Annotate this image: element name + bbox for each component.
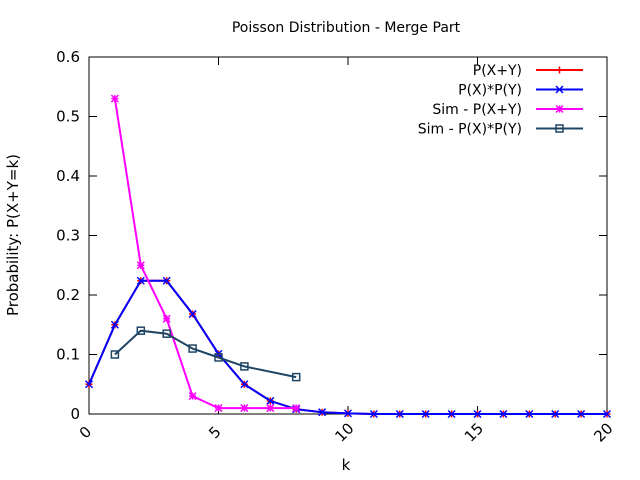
data-point	[84, 380, 94, 389]
y-tick-label: 0	[70, 405, 80, 423]
data-point	[110, 350, 120, 359]
legend-marker	[555, 104, 564, 114]
data-point	[291, 372, 301, 382]
y-tick-label: 0.4	[56, 167, 80, 185]
data-point	[369, 409, 378, 419]
legend: P(X+Y) P(X)*P(Y) Sim - P(X+Y) Sim - P(X)*P(…	[418, 63, 583, 138]
chart-title: Poisson Distribution - Merge Part	[232, 20, 461, 36]
y-tick-label: 0.1	[56, 346, 80, 364]
series-layer	[84, 94, 612, 419]
legend-label: P(X+Y)	[473, 63, 522, 79]
y-tick-label: 0.3	[56, 227, 80, 245]
series-3	[110, 326, 301, 382]
x-axis-label: k	[342, 456, 351, 474]
data-point	[136, 326, 146, 335]
data-point	[551, 409, 560, 419]
series-line	[113, 98, 297, 410]
data-point	[343, 409, 353, 418]
data-point	[162, 314, 171, 323]
data-point	[240, 362, 249, 371]
data-point	[188, 392, 197, 401]
data-point	[110, 320, 119, 329]
data-point	[136, 276, 145, 285]
legend-label: P(X)*P(Y)	[458, 83, 522, 99]
data-point	[266, 396, 275, 405]
data-point	[447, 409, 456, 419]
series-line	[114, 329, 297, 379]
y-tick-label: 0.5	[56, 108, 80, 126]
data-point	[525, 409, 534, 419]
series-2	[110, 94, 301, 413]
data-point	[240, 404, 249, 413]
data-point	[110, 94, 119, 103]
data-point	[136, 261, 145, 270]
data-point	[421, 409, 430, 419]
data-point	[266, 404, 275, 413]
data-point	[188, 344, 197, 353]
legend-marker	[555, 85, 564, 94]
data-point	[318, 408, 327, 417]
y-axis-label: Probability: P(X+Y=k)	[4, 154, 22, 316]
data-point	[577, 409, 586, 419]
data-point	[602, 409, 612, 419]
data-point	[214, 404, 223, 413]
legend-label: Sim - P(X+Y)	[432, 102, 522, 118]
data-point	[240, 380, 249, 389]
y-tick-label: 0.2	[56, 286, 80, 304]
data-point	[395, 409, 404, 419]
data-point	[188, 310, 197, 319]
legend-marker	[556, 66, 563, 74]
data-point	[162, 329, 171, 338]
data-point	[473, 409, 482, 419]
data-point	[214, 353, 223, 362]
data-point	[292, 404, 301, 413]
legend-label: Sim - P(X)*P(Y)	[418, 122, 522, 138]
legend-marker	[555, 124, 564, 133]
data-point	[162, 276, 171, 285]
data-point	[499, 409, 508, 419]
y-tick-label: 0.6	[56, 48, 80, 66]
